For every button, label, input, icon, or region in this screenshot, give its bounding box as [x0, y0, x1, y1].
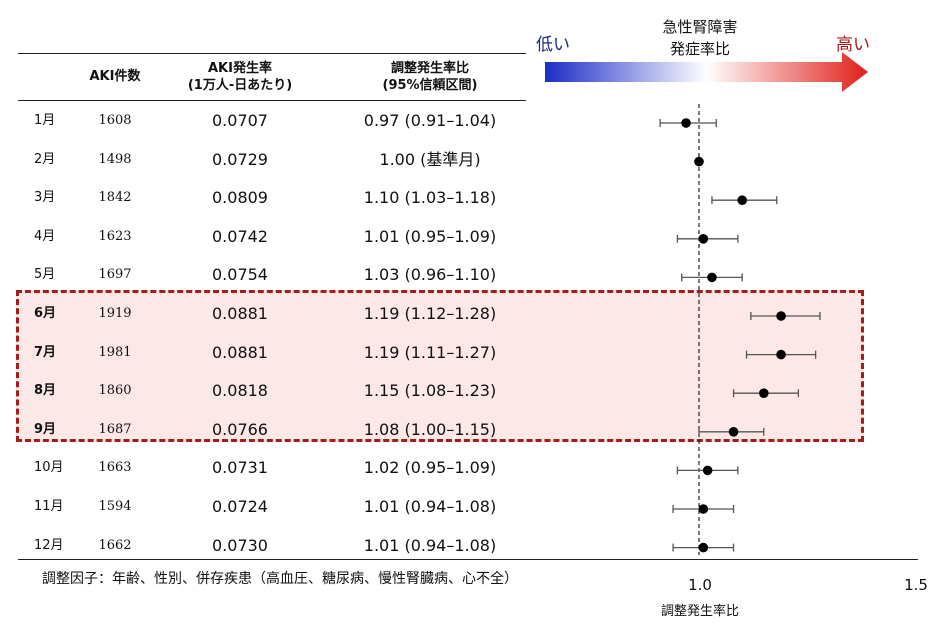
- summer-highlight-box: [16, 290, 864, 442]
- row-aki-count: 1608: [98, 113, 132, 128]
- row-rate-ratio: 0.97 (0.91–1.04): [363, 111, 497, 130]
- row-aki-rate: 0.0731: [212, 458, 268, 478]
- x-tick-1-0: 1.0: [688, 576, 712, 594]
- row-month: 7月: [34, 344, 57, 360]
- point-estimate: [776, 311, 786, 321]
- row-aki-rate: 0.0742: [212, 226, 268, 246]
- row-month: 10月: [34, 460, 64, 476]
- row-aki-count: 1663: [98, 460, 132, 476]
- row-rate-ratio: 1.19 (1.12–1.28): [363, 304, 497, 323]
- row-rate-ratio: 1.01 (0.94–1.08): [363, 497, 497, 516]
- point-estimate: [728, 427, 739, 437]
- row-aki-rate: 0.0724: [212, 497, 268, 516]
- header-ratio-line2: (95%信頼区間): [382, 78, 478, 93]
- point-estimate: [759, 388, 769, 399]
- point-estimate: [698, 234, 709, 244]
- row-rate-ratio: 1.10 (1.03–1.18): [363, 188, 497, 208]
- header-ratio-line1: 調整発生率比: [390, 61, 469, 76]
- row-aki-count: 1697: [98, 267, 132, 283]
- point-estimate: [776, 349, 786, 360]
- row-aki-count: 1981: [98, 344, 132, 360]
- row-aki-count: 1498: [98, 151, 132, 167]
- row-aki-rate: 0.0754: [212, 265, 268, 285]
- row-aki-count: 1842: [98, 190, 132, 206]
- row-rate-ratio: 1.00 (基準月): [379, 149, 481, 169]
- high-label: 高い: [836, 35, 870, 55]
- row-aki-rate: 0.0707: [212, 111, 268, 130]
- row-aki-rate: 0.0730: [212, 535, 268, 555]
- row-rate-ratio: 1.01 (0.94–1.08): [363, 535, 497, 555]
- row-month: 4月: [34, 228, 56, 244]
- point-estimate: [698, 542, 709, 553]
- point-estimate: [694, 156, 704, 167]
- row-aki-rate: 0.0729: [212, 149, 268, 169]
- row-month: 1月: [34, 113, 56, 128]
- table-header-rule: [18, 100, 526, 101]
- row-rate-ratio: 1.08 (1.00–1.15): [363, 419, 497, 439]
- row-aki-rate: 0.0818: [212, 381, 268, 401]
- row-aki-rate: 0.0766: [212, 419, 268, 439]
- row-rate-ratio: 1.03 (0.96–1.10): [363, 265, 497, 285]
- point-estimate: [681, 118, 691, 128]
- legend-title-line1: 急性腎障害: [662, 18, 738, 36]
- row-rate-ratio: 1.19 (1.11–1.27): [363, 342, 497, 362]
- header-rate-line2: (1万人-日あたり): [187, 78, 293, 93]
- x-axis-label: 調整発生率比: [660, 604, 739, 619]
- row-month: 3月: [34, 190, 56, 206]
- row-aki-count: 1687: [98, 421, 132, 437]
- row-month: 2月: [34, 151, 56, 167]
- point-estimate: [702, 465, 713, 476]
- row-aki-count: 1594: [98, 499, 132, 514]
- point-estimate: [707, 272, 717, 283]
- row-month: 5月: [34, 267, 56, 283]
- table-top-rule: [18, 53, 526, 54]
- row-aki-count: 1662: [98, 537, 132, 553]
- row-aki-count: 1623: [98, 228, 132, 244]
- row-aki-count: 1919: [98, 306, 132, 321]
- row-aki-count: 1860: [98, 383, 132, 399]
- row-month: 12月: [34, 537, 64, 553]
- table-bottom-rule: [18, 559, 918, 560]
- row-month: 6月: [34, 306, 57, 321]
- row-aki-rate: 0.0809: [212, 188, 268, 208]
- row-rate-ratio: 1.01 (0.95–1.09): [363, 226, 497, 246]
- header-rate-line1: AKI発生率: [208, 61, 272, 76]
- point-estimate: [698, 504, 709, 514]
- row-rate-ratio: 1.15 (1.08–1.23): [363, 381, 497, 401]
- header-aki-count: AKI件数: [89, 69, 141, 84]
- row-aki-rate: 0.0881: [212, 342, 268, 362]
- footnote: 調整因子：年齢、性別、併存疾患（高血圧、糖尿病、慢性腎臓病、心不全）: [42, 571, 518, 587]
- legend-title-line2: 発症率比: [669, 40, 730, 58]
- row-aki-rate: 0.0881: [212, 304, 268, 323]
- x-tick-1-5: 1.5: [904, 576, 928, 594]
- row-rate-ratio: 1.02 (0.95–1.09): [363, 458, 497, 478]
- row-month: 11月: [34, 499, 64, 514]
- row-month: 9月: [34, 421, 57, 437]
- point-estimate: [737, 195, 747, 205]
- risk-gradient-arrow: [545, 52, 868, 92]
- low-label: 低い: [536, 35, 570, 55]
- row-month: 8月: [34, 383, 57, 399]
